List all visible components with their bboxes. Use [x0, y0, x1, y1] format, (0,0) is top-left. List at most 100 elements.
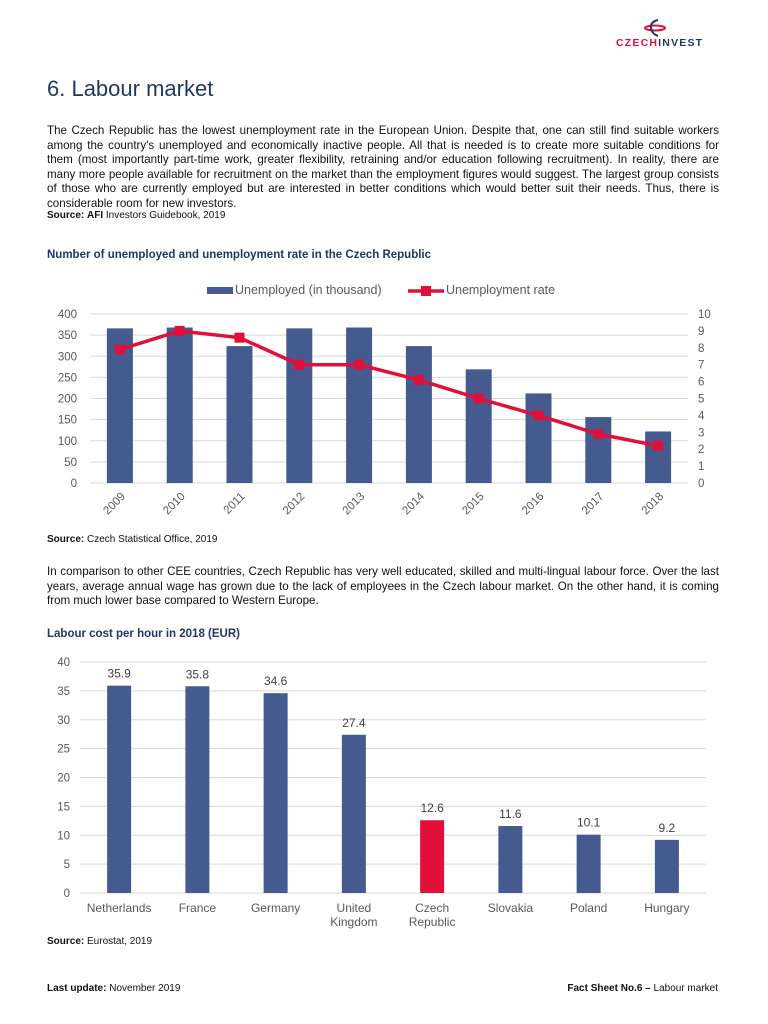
y2-tick-label: 1	[698, 461, 704, 473]
footer-fact-sheet: Fact Sheet No.6 – Labour market	[567, 983, 718, 994]
y-tick-label: 10	[57, 830, 70, 842]
data-label: 10.1	[577, 816, 601, 830]
bar-poland	[576, 834, 601, 893]
x-tick-label: 2018	[640, 491, 667, 518]
logo-text-czech: CZECH	[616, 37, 659, 49]
legend-bar-label: Unemployed (in thousand)	[235, 283, 382, 297]
y-tick-label: 25	[57, 744, 70, 756]
legend-line-marker	[421, 286, 431, 296]
y2-tick-label: 6	[698, 377, 704, 389]
legend-line-label: Unemployment rate	[446, 283, 555, 297]
data-label: 11.6	[499, 807, 522, 821]
x-tick-label: Hungary	[644, 901, 689, 915]
source-text: Eurostat, 2019	[84, 936, 153, 947]
bar-2015	[465, 369, 492, 483]
unemployment-chart: 0 50 100 150 200 250 300 350 400 0 1 2 3 4 5 6 7 8 9 10 2009…	[58, 283, 711, 518]
x-tick-label: Netherlands	[87, 901, 152, 915]
data-label: 12.6	[420, 801, 444, 815]
bar-2011	[226, 346, 253, 483]
y-tick-label: 30	[57, 715, 70, 727]
footer-last-update: Last update: November 2019	[47, 983, 180, 994]
source-label: Source:	[47, 210, 85, 221]
x-tick-label: 2013	[341, 491, 368, 518]
bar-netherlands	[107, 685, 132, 893]
source-3: Source: Eurostat, 2019	[47, 936, 152, 947]
logo-text-invest: INVEST	[658, 37, 704, 49]
source-label: Source:	[47, 534, 85, 545]
logo-mark-icon	[644, 19, 666, 37]
rate-point-2015	[473, 393, 484, 404]
y2-tick-label: 7	[698, 360, 704, 372]
x-tick-label: Slovakia	[488, 901, 534, 915]
x-tick-label: 2014	[400, 490, 427, 517]
y2-tick-label: 8	[698, 343, 704, 355]
x-tick-label: France	[179, 901, 217, 915]
y-tick-label: 35	[57, 686, 70, 698]
data-label: 35.8	[186, 667, 210, 681]
y-tick-label: 250	[58, 372, 77, 384]
y-tick-label: 20	[57, 773, 70, 785]
y-tick-label: 5	[64, 859, 70, 871]
y-tick-label: 150	[58, 415, 77, 427]
labour-cost-chart: 0 5 10 15 20 25 30 35 40 35.9 Netherlands 35.8 Franc…	[57, 657, 706, 929]
y2-tick-label: 3	[698, 427, 704, 439]
bar-2013	[346, 327, 373, 483]
x-tick-label: 2012	[281, 491, 308, 518]
rate-point-2017	[593, 428, 604, 439]
rate-point-2009	[114, 344, 125, 355]
rate-point-2010	[174, 325, 185, 336]
x-tick-label: 2017	[580, 491, 607, 518]
data-label: 34.6	[264, 674, 288, 688]
y-tick-label: 40	[57, 657, 70, 669]
y-tick-label: 50	[64, 457, 77, 469]
x-tick-label: United Kingdom	[330, 901, 377, 929]
y-tick-label: 0	[64, 888, 70, 900]
bar-2014	[405, 346, 432, 483]
y2-tick-label: 9	[698, 326, 704, 338]
y2-tick-label: 2	[698, 444, 704, 456]
bar-2017	[585, 417, 612, 483]
source-bold: AFI	[87, 210, 104, 221]
y-tick-label: 0	[71, 478, 77, 490]
chart2-title: Labour cost per hour in 2018 (EUR)	[47, 628, 240, 640]
x-tick-label: 2016	[520, 491, 547, 518]
x-tick-label: Czech Republic	[409, 901, 456, 929]
footer-text: Labour market	[650, 983, 719, 994]
data-label: 35.9	[107, 667, 131, 681]
bar-2012	[286, 328, 313, 483]
rate-point-2016	[533, 410, 544, 421]
y-tick-label: 15	[57, 801, 70, 813]
paragraph-2: In comparison to other CEE countries, Cz…	[47, 565, 719, 608]
footer-text: November 2019	[106, 983, 181, 994]
rate-point-2018	[653, 440, 664, 451]
bar-czech-republic	[420, 820, 445, 893]
rate-point-2012	[294, 359, 305, 370]
source-text: Investors Guidebook, 2019	[103, 210, 226, 221]
chart1-title: Number of unemployed and unemployment ra…	[47, 249, 432, 261]
czechinvest-logo: CZECHINVEST	[612, 18, 732, 50]
bar-germany	[263, 693, 288, 893]
y2-tick-label: 4	[698, 410, 705, 422]
footer-label: Last update:	[47, 983, 107, 994]
rate-point-2014	[413, 374, 424, 385]
bar-hungary	[654, 839, 679, 893]
rate-point-2011	[234, 332, 245, 343]
y2-tick-label: 10	[698, 309, 711, 321]
bar-united-kingdom	[341, 734, 366, 893]
rate-point-2013	[354, 359, 365, 370]
x-tick-label: 2010	[161, 491, 188, 518]
intro-paragraph: The Czech Republic has the lowest unempl…	[47, 124, 719, 210]
y-tick-label: 200	[58, 394, 77, 406]
legend-bar-swatch	[207, 287, 233, 294]
y-tick-label: 400	[58, 309, 77, 321]
y-tick-label: 350	[58, 330, 77, 342]
source-2: Source: Czech Statistical Office, 2019	[47, 534, 217, 545]
source-1: Source: AFI Investors Guidebook, 2019	[47, 210, 225, 221]
source-label: Source:	[47, 936, 85, 947]
source-text: Czech Statistical Office, 2019	[84, 534, 218, 545]
rate-line	[119, 329, 659, 448]
x-tick-label: 2015	[460, 491, 487, 518]
data-label: 9.2	[659, 821, 676, 835]
y2-tick-label: 5	[698, 394, 704, 406]
